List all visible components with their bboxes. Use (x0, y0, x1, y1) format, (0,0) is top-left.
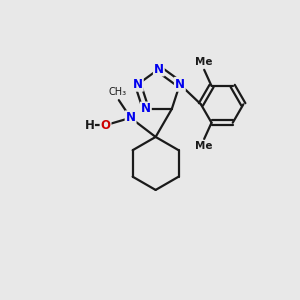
Text: N: N (141, 103, 151, 116)
Text: Me: Me (195, 141, 213, 151)
Text: CH₃: CH₃ (108, 87, 126, 97)
Text: N: N (126, 111, 136, 124)
Text: N: N (154, 62, 164, 76)
Text: O: O (100, 119, 111, 132)
Text: Me: Me (195, 58, 213, 68)
Text: N: N (175, 78, 185, 91)
Text: N: N (133, 78, 143, 91)
Text: H: H (84, 119, 94, 132)
